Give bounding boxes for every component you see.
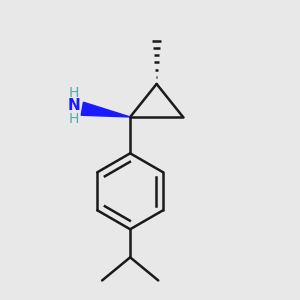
Text: H: H — [69, 86, 79, 100]
Polygon shape — [81, 102, 130, 117]
Text: H: H — [69, 112, 79, 126]
Text: N: N — [68, 98, 80, 113]
